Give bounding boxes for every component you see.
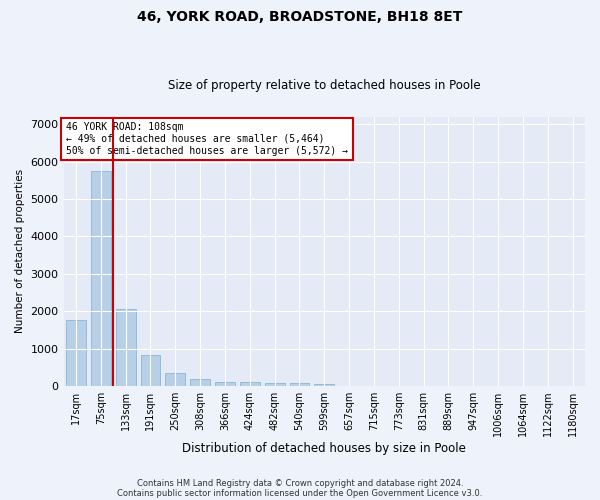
- Bar: [265, 382, 284, 386]
- Bar: [215, 382, 235, 386]
- Bar: [116, 309, 136, 386]
- Text: Contains public sector information licensed under the Open Government Licence v3: Contains public sector information licen…: [118, 488, 482, 498]
- Bar: [66, 320, 86, 386]
- Bar: [190, 379, 210, 386]
- Text: 46 YORK ROAD: 108sqm
← 49% of detached houses are smaller (5,464)
50% of semi-de: 46 YORK ROAD: 108sqm ← 49% of detached h…: [66, 122, 348, 156]
- Bar: [91, 171, 111, 386]
- Bar: [166, 374, 185, 386]
- Bar: [290, 384, 310, 386]
- X-axis label: Distribution of detached houses by size in Poole: Distribution of detached houses by size …: [182, 442, 466, 455]
- Y-axis label: Number of detached properties: Number of detached properties: [15, 170, 25, 334]
- Bar: [140, 356, 160, 386]
- Title: Size of property relative to detached houses in Poole: Size of property relative to detached ho…: [168, 79, 481, 92]
- Text: 46, YORK ROAD, BROADSTONE, BH18 8ET: 46, YORK ROAD, BROADSTONE, BH18 8ET: [137, 10, 463, 24]
- Bar: [314, 384, 334, 386]
- Text: Contains HM Land Registry data © Crown copyright and database right 2024.: Contains HM Land Registry data © Crown c…: [137, 478, 463, 488]
- Bar: [240, 382, 260, 386]
